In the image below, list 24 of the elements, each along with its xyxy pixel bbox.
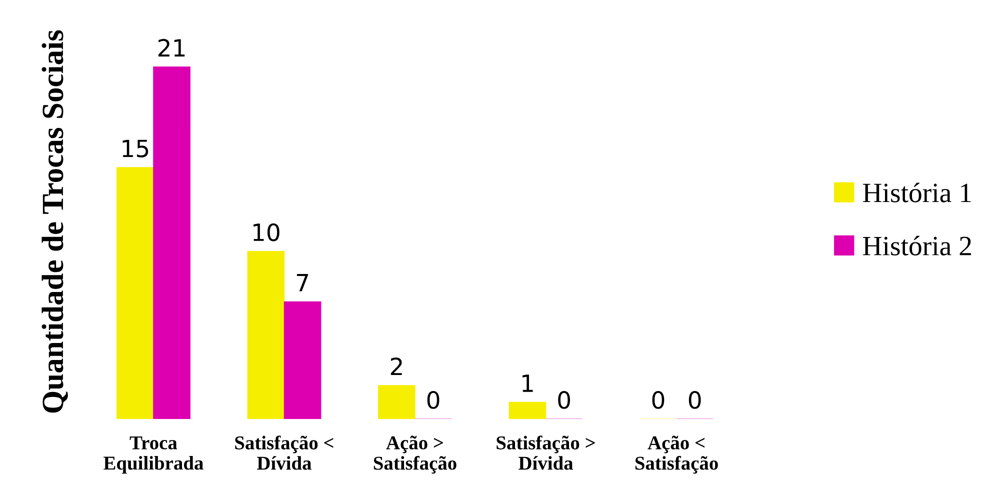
bar bbox=[508, 402, 546, 420]
data-label: 0 bbox=[688, 391, 701, 409]
data-label: 10 bbox=[253, 223, 280, 242]
legend-label: História 1 bbox=[862, 182, 971, 202]
bar bbox=[247, 251, 285, 420]
bar bbox=[153, 66, 190, 420]
data-label: 7 bbox=[296, 274, 308, 292]
bar bbox=[378, 385, 416, 420]
data-label: 1 bbox=[522, 374, 533, 392]
x-tick-label: Satisfação > Dívida bbox=[496, 436, 595, 470]
data-label: 15 bbox=[122, 140, 148, 158]
x-tick-label: Troca Equilibrada bbox=[104, 436, 204, 474]
data-label: 0 bbox=[652, 391, 664, 409]
data-label: 0 bbox=[427, 391, 440, 409]
data-label: 0 bbox=[558, 391, 570, 409]
data-label: 21 bbox=[158, 38, 185, 56]
legend-label: História 2 bbox=[862, 236, 971, 256]
y-axis-title: Quantidade de Trocas Sociais bbox=[42, 30, 68, 413]
data-label: 2 bbox=[390, 358, 402, 376]
x-tick-label: Ação < Satisfação bbox=[635, 436, 718, 474]
x-tick-label: Satisfação < Dívida bbox=[235, 436, 334, 470]
bar bbox=[284, 301, 322, 420]
bar bbox=[116, 167, 154, 420]
x-tick-label: Ação > Satisfação bbox=[374, 436, 456, 474]
